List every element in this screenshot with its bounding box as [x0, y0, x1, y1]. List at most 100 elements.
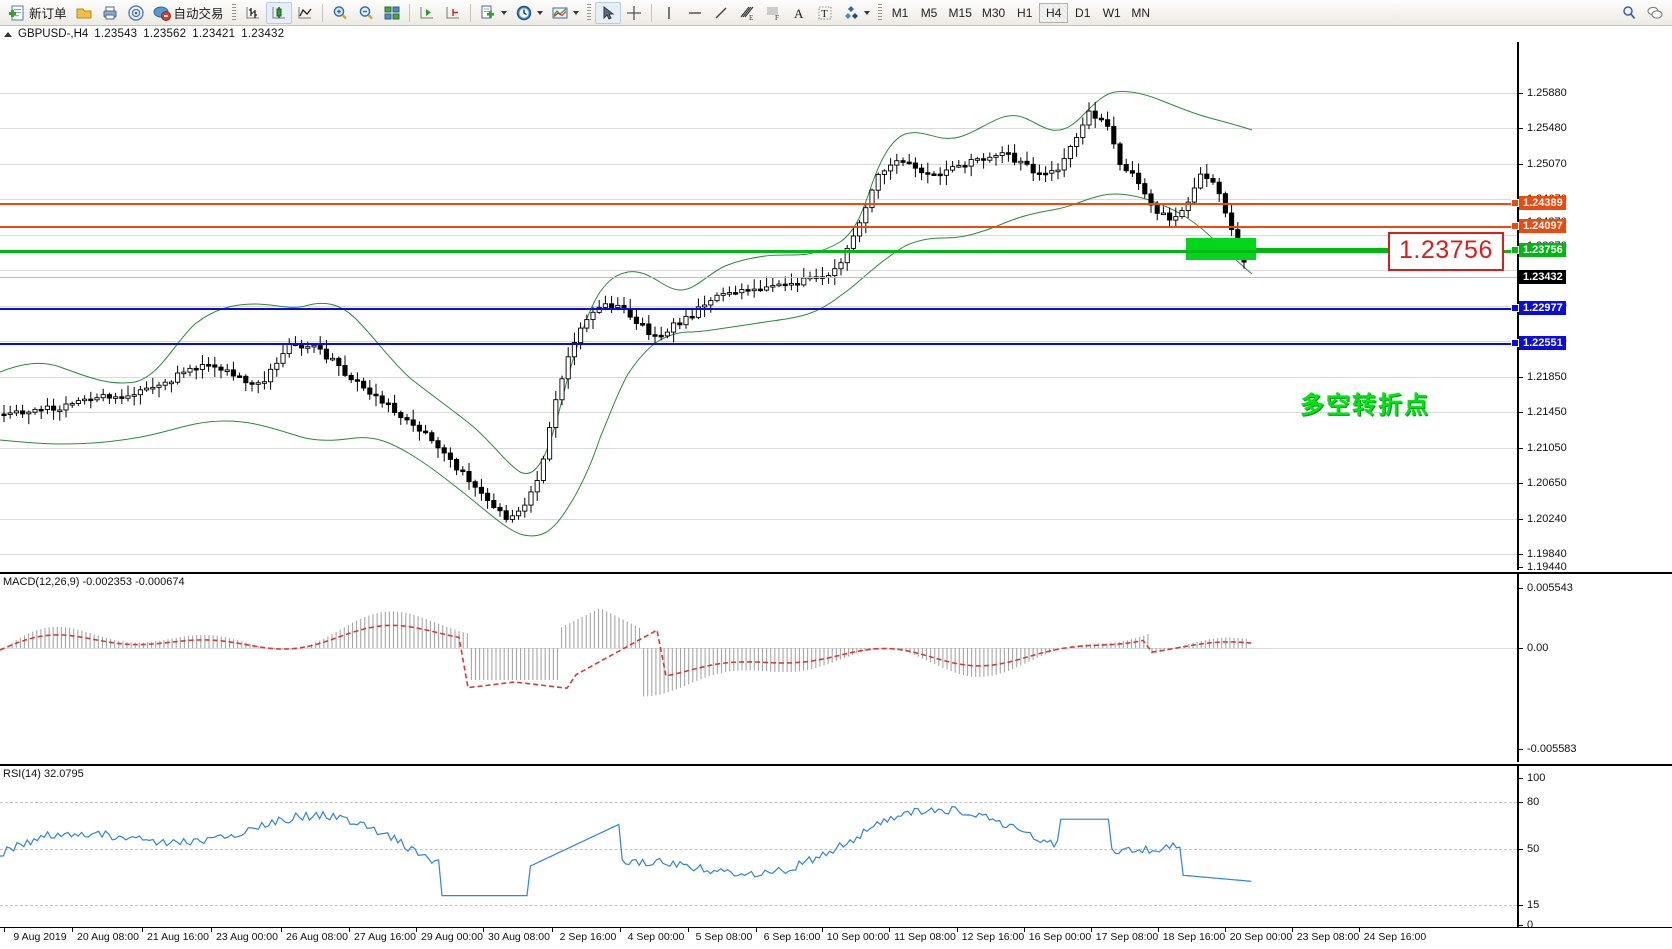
rsi-axis[interactable]: 100 80 50 15 0: [1517, 766, 1672, 931]
zoom-out-button[interactable]: [353, 2, 379, 24]
time-tick: [483, 928, 484, 932]
folder-icon: [75, 4, 93, 22]
chat-button[interactable]: [1642, 2, 1668, 24]
level-handle-resistance-1[interactable]: [1511, 199, 1519, 207]
line-chart-button[interactable]: [292, 2, 318, 24]
templates-caret-icon[interactable]: [572, 10, 579, 15]
price-tag-resistance-1[interactable]: 1.24389: [1519, 196, 1566, 210]
vertical-line-button[interactable]: [656, 2, 682, 24]
horizontal-line-button[interactable]: [682, 2, 708, 24]
price-callout[interactable]: 1.23756: [1388, 232, 1504, 271]
autotrading-icon: [153, 4, 171, 22]
autotrading-button[interactable]: 自动交易: [149, 2, 228, 24]
time-tick-label: 11 Sep 08:00: [894, 931, 956, 943]
timeframe-m15[interactable]: M15: [948, 5, 972, 20]
price-tag-resistance-2[interactable]: 1.24097: [1519, 219, 1566, 233]
chart-shift-button[interactable]: [414, 2, 440, 24]
horizontal-line-icon: [686, 4, 704, 22]
macd-pane[interactable]: MACD(12,26,9) -0.002353 -0.000674 0.0055…: [0, 572, 1672, 762]
tile-windows-button[interactable]: [379, 2, 405, 24]
highlight-zone-rectangle[interactable]: [1186, 238, 1256, 260]
chart-shift-icon: [418, 4, 436, 22]
indicators-button[interactable]: [475, 2, 511, 24]
macd-axis[interactable]: 0.005543 0.00 -0.005583: [1517, 574, 1672, 762]
new-order-button[interactable]: 新订单: [4, 2, 71, 24]
axis-tick: 1.20240: [1519, 513, 1567, 525]
time-tick: [1091, 928, 1092, 932]
symbol-high: 1.23562: [143, 28, 187, 40]
level-handle-support-2[interactable]: [1511, 339, 1519, 347]
gridline: [0, 554, 1517, 555]
label-button[interactable]: T: [812, 2, 838, 24]
print-button[interactable]: [97, 2, 123, 24]
chinese-annotation[interactable]: 多空转折点: [1300, 391, 1430, 419]
zoom-in-button[interactable]: [327, 2, 353, 24]
auto-scroll-button[interactable]: [440, 2, 466, 24]
time-tick: [688, 928, 689, 932]
axis-tick: 1.19840: [1519, 548, 1567, 560]
crosshair-button[interactable]: [621, 2, 647, 24]
new-order-label: 新订单: [29, 7, 67, 21]
timeframe-mn[interactable]: MN: [1131, 5, 1151, 20]
price-tag-support-1[interactable]: 1.22977: [1519, 301, 1566, 315]
time-axis[interactable]: 9 Aug 2019 20 Aug 08:00 21 Aug 16:00 23 Aug…: [0, 927, 1672, 949]
cursor-icon: [599, 4, 617, 22]
gridline: [0, 483, 1517, 484]
macd-plot[interactable]: [0, 574, 1517, 762]
rsi-plot[interactable]: [0, 766, 1517, 927]
symbol-close: 1.23432: [241, 28, 285, 40]
channel-icon: F: [764, 4, 782, 22]
price-tag-support-2[interactable]: 1.22551: [1519, 336, 1566, 350]
symbol-name: GBPUSD-,H4: [18, 28, 89, 40]
timeframe-h4[interactable]: H4: [1039, 2, 1069, 23]
text-button[interactable]: A: [786, 2, 812, 24]
time-tick-label: 21 Aug 16:00: [147, 931, 209, 943]
timeframe-w1[interactable]: W1: [1102, 5, 1121, 20]
indicators-caret-icon[interactable]: [500, 10, 507, 15]
level-handle-resistance-2[interactable]: [1511, 222, 1519, 230]
templates-button[interactable]: [547, 2, 583, 24]
axis-tick: 0.00: [1519, 642, 1548, 654]
toolbar-separator-3: [469, 3, 471, 22]
chart-area[interactable]: 1.23756 多空转折点 1.25880 1.25480 1.25070 1.…: [0, 42, 1672, 949]
timeframe-d1[interactable]: D1: [1075, 5, 1091, 20]
trendline-button[interactable]: [708, 2, 734, 24]
signal-button[interactable]: [123, 2, 149, 24]
toolbar-grip-1[interactable]: [231, 3, 236, 22]
toolbar-grip-2[interactable]: [586, 3, 591, 22]
price-pane[interactable]: 1.23756 多空转折点 1.25880 1.25480 1.25070 1.…: [0, 42, 1672, 573]
bar-chart-button[interactable]: [240, 2, 266, 24]
objects-button[interactable]: [838, 2, 874, 24]
price-tag-pivot-green[interactable]: 1.23756: [1519, 243, 1566, 257]
time-tick: [552, 928, 553, 932]
time-tick: [957, 928, 958, 932]
fibo-button[interactable]: E: [734, 2, 760, 24]
objects-caret-icon[interactable]: [863, 10, 870, 15]
axis-tick: 1.20650: [1519, 477, 1567, 489]
new-order-icon: [8, 4, 26, 22]
period-caret-icon[interactable]: [536, 10, 543, 15]
timeframe-m5[interactable]: M5: [920, 5, 938, 20]
rsi-pane[interactable]: RSI(14) 32.0795 100 80 50 15 0: [0, 764, 1672, 931]
search-button[interactable]: [1616, 2, 1642, 24]
timeframe-m30[interactable]: M30: [981, 5, 1006, 20]
candlestick-button[interactable]: [265, 1, 292, 24]
bollinger-upper-line: [0, 91, 1253, 475]
toolbar-grip-3[interactable]: [877, 3, 882, 22]
line-stroke: [0, 203, 1517, 205]
timeframe-h1[interactable]: H1: [1017, 5, 1033, 20]
channel-button[interactable]: F: [760, 2, 786, 24]
line-stroke: [0, 343, 1517, 345]
timeframe-m1[interactable]: M1: [891, 5, 909, 20]
time-tick-label: 9 Aug 2019: [13, 931, 67, 943]
price-plot[interactable]: 1.23756 多空转折点: [0, 42, 1517, 570]
level-handle-pivot-green[interactable]: [1511, 246, 1519, 254]
cursor-button[interactable]: [594, 1, 621, 24]
period-button[interactable]: [511, 2, 547, 24]
folder-button[interactable]: [71, 2, 97, 24]
level-handle-support-1[interactable]: [1511, 304, 1519, 312]
axis-tick: 1.21050: [1519, 442, 1567, 454]
collapse-triangle-icon[interactable]: [4, 31, 12, 37]
symbol-low: 1.23421: [192, 28, 236, 40]
time-tick-label: 26 Aug 08:00: [286, 931, 348, 943]
